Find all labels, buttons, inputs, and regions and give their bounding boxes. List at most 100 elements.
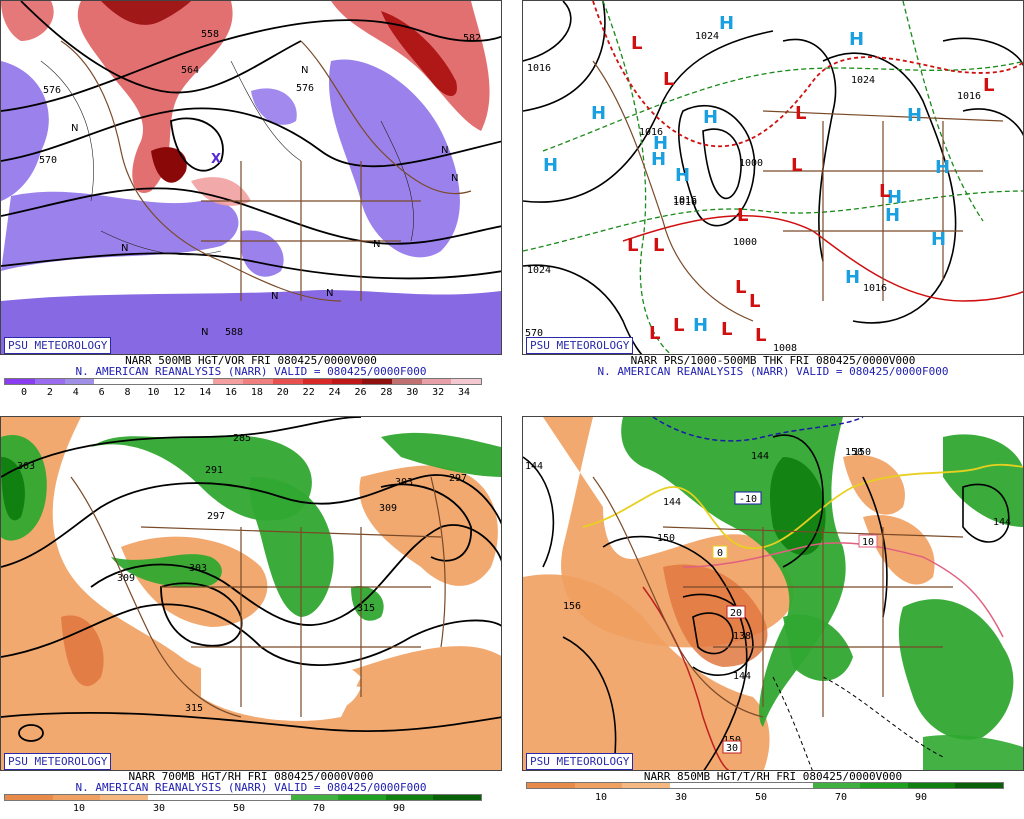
contour-label: 588 (225, 327, 243, 338)
svg-text:H: H (907, 105, 922, 126)
colorbar-swatch (290, 795, 339, 800)
colorbar-tick-label: 70 (312, 803, 326, 814)
contour-label: 564 (181, 65, 199, 76)
colorbar-swatch (5, 379, 35, 384)
svg-text:L: L (721, 319, 732, 340)
isotherm-label: 20 (730, 608, 742, 619)
svg-text:H: H (719, 13, 734, 34)
colorbar-swatch (907, 783, 956, 788)
psu-meteorology-badge: PSU METEOROLOGY (526, 337, 634, 354)
contour-label: 315 (185, 703, 203, 714)
svg-text:H: H (543, 155, 558, 176)
contour-label: 309 (117, 573, 135, 584)
colorbar-tick-label: 10 (594, 792, 608, 803)
isobar-label: 1016 (863, 283, 887, 294)
svg-text:L: L (627, 235, 638, 256)
colorbar-tick-label: 10 (72, 803, 86, 814)
isotherm-label: 30 (726, 743, 738, 754)
svg-text:X: X (211, 152, 221, 167)
contour-label: 582 (463, 33, 481, 44)
colorbar-tick-label: 50 (232, 803, 246, 814)
colorbar-swatch (302, 379, 333, 384)
isotherm-label: 0 (717, 548, 723, 559)
colorbar-swatch (5, 795, 53, 800)
thickness-label: 570 (525, 328, 543, 339)
colorbar-swatch (860, 783, 908, 788)
colorbar-tick-label: 24 (328, 387, 341, 398)
colorbar-tick-label: 22 (302, 387, 315, 398)
colorbar-tick-label: 90 (392, 803, 406, 814)
svg-text:L: L (791, 155, 802, 176)
svg-text:H: H (845, 267, 860, 288)
map-850mb: 144 144 150 144 156 150 138 144 150 144 … (522, 416, 1024, 771)
svg-text:H: H (935, 157, 950, 178)
rh-colorbar (526, 782, 1004, 789)
colorbar-swatch (242, 795, 291, 800)
svg-text:L: L (737, 205, 748, 226)
colorbar-swatch (622, 783, 670, 788)
colorbar-swatch (272, 379, 303, 384)
svg-text:L: L (649, 323, 660, 344)
svg-text:H: H (703, 107, 718, 128)
colorbar-tick-label: 16 (225, 387, 238, 398)
colorbar-tick-label: 10 (147, 387, 160, 398)
colorbar-tick-label: 20 (276, 387, 289, 398)
isobar-label: 1024 (695, 31, 719, 42)
panel-caption: NARR 700MB HGT/RH FRI 080425/0000V000 (128, 770, 374, 783)
contour-label: 144 (663, 497, 681, 508)
svg-text:N: N (326, 288, 333, 299)
contour-label: 303 (189, 563, 207, 574)
isotherm-label: 10 (862, 537, 874, 548)
svg-text:N: N (271, 291, 278, 302)
colorbar-swatch (338, 795, 386, 800)
contour-label: 144 (751, 451, 769, 462)
contour-label: 303 (17, 461, 35, 472)
isobar-label: 1024 (527, 265, 551, 276)
contour-label: 144 (525, 461, 543, 472)
svg-text:L: L (879, 181, 890, 202)
colorbar-tick-label: 34 (457, 387, 471, 398)
svg-text:H: H (591, 103, 606, 124)
map-700mb-svg: 285 291 303 297 303 309 309 315 303 297 … (1, 417, 501, 770)
contour-label: 570 (39, 155, 57, 166)
colorbar-swatch (243, 379, 273, 384)
psu-meteorology-badge: PSU METEOROLOGY (526, 753, 634, 770)
colorbar-tick-label: 28 (380, 387, 393, 398)
map-pressure-isobar-labels: 1016 1024 1024 1016 1000 1000 1016 1024 … (525, 31, 981, 354)
isobar-label: 1016 (957, 91, 981, 102)
psu-meteorology-badge: PSU METEOROLOGY (4, 753, 112, 770)
panel-caption: NARR 500MB HGT/VOR FRI 080425/0000V000 (125, 354, 377, 367)
colorbar-tick-label: 26 (354, 387, 367, 398)
contour-label: 303 (395, 477, 413, 488)
svg-text:N: N (373, 239, 380, 250)
contour-label: 576 (43, 85, 61, 96)
svg-text:H: H (693, 315, 708, 336)
svg-text:L: L (673, 315, 684, 336)
isobar-label: 1016 (527, 63, 551, 74)
isotherm-label: -10 (739, 494, 757, 505)
contour-label: 150 (853, 447, 871, 458)
panel-700mb-rh: 285 291 303 297 303 309 309 315 303 297 … (0, 416, 502, 819)
panel-pressure-thickness: 1016 1024 1024 1016 1000 1000 1016 1024 … (522, 0, 1024, 403)
svg-text:L: L (653, 235, 664, 256)
svg-text:N: N (451, 173, 458, 184)
colorbar-swatch (955, 783, 1003, 788)
colorbar-swatch (34, 379, 65, 384)
map-500mb-svg: 576 570 564 558 582 576 588 NNN NNN NNN … (1, 1, 501, 354)
colorbar-swatch (213, 379, 243, 384)
contour-label: 150 (657, 533, 675, 544)
colorbar-swatch (385, 795, 434, 800)
map-pressure-svg: 1016 1024 1024 1016 1000 1000 1016 1024 … (523, 1, 1023, 354)
svg-text:L: L (663, 69, 674, 90)
colorbar-tick-label: 6 (98, 387, 105, 398)
colorbar-swatch (391, 379, 422, 384)
contour-label: 576 (296, 83, 314, 94)
colorbar-ticks: 0 2 4 6 8 10 12 14 16 18 20 22 24 26 28 30 32 34 (4, 387, 482, 399)
colorbar-tick-label: 70 (834, 792, 848, 803)
svg-text:L: L (631, 33, 642, 54)
colorbar-swatch (669, 783, 718, 788)
map-pressure: 1016 1024 1024 1016 1000 1000 1016 1024 … (522, 0, 1024, 355)
contour-label: 291 (205, 465, 223, 476)
colorbar-swatch (362, 379, 392, 384)
